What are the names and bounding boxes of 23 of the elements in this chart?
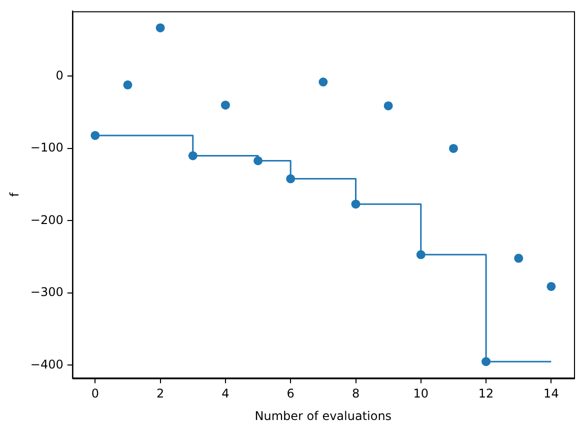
point: [514, 254, 524, 263]
point: [448, 144, 458, 153]
point: [384, 101, 393, 110]
x-tick-label: 4: [222, 386, 230, 401]
x-tick-label: 0: [91, 386, 99, 401]
point: [123, 80, 132, 90]
x-tick-label: 2: [156, 386, 164, 401]
point: [220, 100, 230, 110]
x-tick-label: 8: [352, 386, 360, 401]
y-tick-label: 0: [56, 68, 64, 82]
x-tick-label: 12: [478, 386, 494, 401]
x-tick-label: 6: [286, 386, 294, 401]
x-axis-title: Number of evaluations: [254, 408, 392, 423]
point: [318, 78, 328, 86]
x-tick-label: 14: [544, 386, 559, 401]
y-axis-title: f: [7, 192, 22, 197]
x-tick-label: 10: [413, 386, 429, 401]
y-tick-label: −400: [30, 357, 64, 372]
y-tick-label: −200: [30, 212, 64, 227]
point: [546, 282, 556, 291]
y-tick-label: −300: [30, 285, 64, 300]
point: [156, 23, 165, 32]
y-tick-label: −100: [30, 140, 64, 155]
